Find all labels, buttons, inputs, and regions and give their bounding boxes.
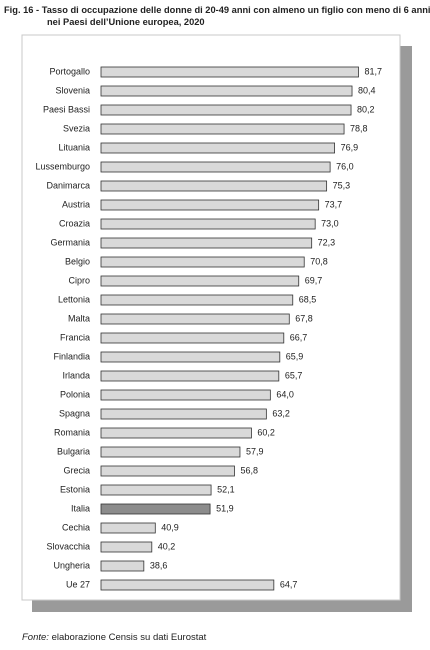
bar <box>100 180 328 192</box>
value-label: 52,1 <box>217 484 235 494</box>
bar <box>100 408 267 420</box>
value-label: 68,5 <box>299 294 317 304</box>
bar <box>100 446 241 458</box>
category-label: Danimarca <box>46 180 90 190</box>
bar <box>100 294 294 306</box>
value-label: 69,7 <box>305 275 323 285</box>
bar <box>100 237 313 249</box>
category-label: Croazia <box>59 218 90 228</box>
bar <box>100 123 345 135</box>
value-label: 76,0 <box>336 161 354 171</box>
category-label: Germania <box>50 237 90 247</box>
category-label: Belgio <box>65 256 90 266</box>
value-label: 81,7 <box>365 66 383 76</box>
bar <box>100 199 320 211</box>
value-label: 65,7 <box>285 370 303 380</box>
category-label: Slovenia <box>55 85 90 95</box>
value-label: 56,8 <box>240 465 258 475</box>
bar <box>100 218 316 230</box>
category-label: Portogallo <box>49 66 90 76</box>
value-label: 64,7 <box>280 579 298 589</box>
category-label: Estonia <box>60 484 90 494</box>
value-label: 73,7 <box>325 199 343 209</box>
bar <box>100 142 335 154</box>
category-label: Irlanda <box>62 370 90 380</box>
bar <box>100 161 331 173</box>
bar <box>100 541 153 553</box>
category-label: Cechia <box>62 522 90 532</box>
bar <box>100 522 156 534</box>
value-label: 63,2 <box>272 408 290 418</box>
bar <box>100 256 305 268</box>
bar <box>100 351 281 363</box>
source-label: Fonte: <box>22 632 49 643</box>
category-label: Ue 27 <box>66 579 90 589</box>
bar <box>100 579 275 591</box>
bar <box>100 332 285 344</box>
bar <box>100 66 359 78</box>
bar <box>100 465 235 477</box>
category-label: Austria <box>62 199 90 209</box>
bar <box>100 389 271 401</box>
category-label: Romania <box>54 427 90 437</box>
value-label: 67,8 <box>295 313 313 323</box>
bar <box>100 560 145 572</box>
value-label: 51,9 <box>216 503 234 513</box>
bar <box>100 313 290 325</box>
value-label: 40,2 <box>158 541 176 551</box>
category-label: Bulgaria <box>57 446 90 456</box>
bar <box>100 370 280 382</box>
value-label: 75,3 <box>333 180 351 190</box>
category-label: Malta <box>68 313 90 323</box>
chart-title: Fig. 16 - Tasso di occupazione delle don… <box>4 5 430 15</box>
category-label: Italia <box>71 503 90 513</box>
value-label: 40,9 <box>161 522 179 532</box>
category-label: Finlandia <box>53 351 90 361</box>
category-label: Grecia <box>63 465 90 475</box>
chart-title: nei Paesi dell’Unione europea, 2020 <box>47 17 205 27</box>
bar <box>100 503 211 515</box>
bar <box>100 484 212 496</box>
category-label: Francia <box>60 332 90 342</box>
value-label: 76,9 <box>341 142 359 152</box>
bar <box>100 275 300 287</box>
category-label: Paesi Bassi <box>43 104 90 114</box>
category-label: Slovacchia <box>46 541 90 551</box>
value-label: 72,3 <box>318 237 336 247</box>
value-label: 64,0 <box>276 389 294 399</box>
bar <box>100 85 353 97</box>
value-label: 78,8 <box>350 123 368 133</box>
value-label: 60,2 <box>257 427 275 437</box>
category-label: Cipro <box>68 275 90 285</box>
category-label: Ungheria <box>53 560 90 570</box>
value-label: 65,9 <box>286 351 304 361</box>
value-label: 66,7 <box>290 332 308 342</box>
value-label: 80,2 <box>357 104 375 114</box>
value-label: 80,4 <box>358 85 376 95</box>
value-label: 70,8 <box>310 256 328 266</box>
category-label: Lettonia <box>58 294 90 304</box>
category-label: Polonia <box>60 389 90 399</box>
category-label: Svezia <box>63 123 90 133</box>
value-label: 73,0 <box>321 218 339 228</box>
category-label: Lussemburgo <box>35 161 90 171</box>
value-label: 57,9 <box>246 446 264 456</box>
bar <box>100 104 352 116</box>
source: Fonte: elaborazione Censis su dati Euros… <box>22 632 207 643</box>
source-text: elaborazione Censis su dati Eurostat <box>52 632 207 643</box>
bar <box>100 427 252 439</box>
value-label: 38,6 <box>150 560 168 570</box>
category-label: Spagna <box>59 408 90 418</box>
category-label: Lituania <box>58 142 90 152</box>
